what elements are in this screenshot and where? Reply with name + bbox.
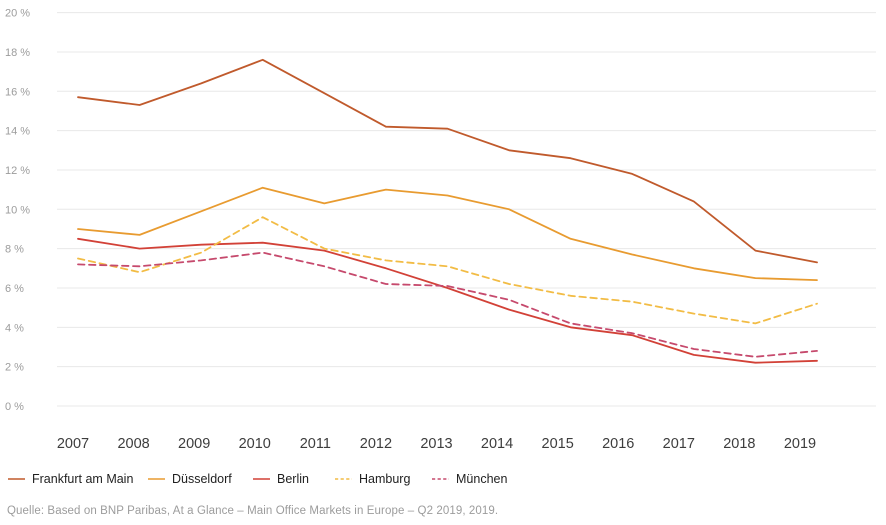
chart-legend: Frankfurt am Main Düsseldorf Berlin Hamburg… [0,471,886,489]
y-tick-label: 10 % [5,204,30,216]
line-series-hamburg [77,216,818,325]
legend-item-dusseldorf: Düsseldorf [148,471,232,487]
x-tick-label: 2011 [300,436,331,452]
line-series-frankfurt-am-main [77,58,818,264]
legend-label: Hamburg [359,472,411,486]
x-tick-label: 2008 [117,436,149,452]
x-tick-label: 2012 [360,436,392,452]
x-tick-label: 2017 [663,436,695,452]
y-axis-labels: 0 % 2 % 4 % 6 % 8 % 10 % 12 % 14 % 16 % 18 % 20 % [5,8,30,413]
gridlines-layer [57,12,876,407]
x-tick-label: 2009 [178,436,210,452]
legend-line-swatch-dusseldorf [148,478,165,480]
y-tick-label: 2 % [5,362,24,374]
y-tick-label: 16 % [5,86,30,98]
legend-line-swatch-hamburg [335,478,352,480]
x-tick-label: 2016 [602,436,634,452]
source-note: Quelle: Based on BNP Paribas, At a Glanc… [7,505,499,517]
legend-label: Berlin [277,472,309,486]
legend-item-hamburg: Hamburg [335,471,410,487]
y-tick-label: 14 % [5,126,30,138]
x-tick-label: 2007 [57,436,89,452]
y-tick-label: 4 % [5,322,24,334]
x-tick-label: 2010 [239,436,271,452]
series-lines-layer [77,58,818,364]
x-tick-label: 2019 [784,436,816,452]
x-tick-label: 2018 [723,436,755,452]
legend-label: München [456,472,508,486]
legend-line-swatch-munchen [432,478,449,480]
y-tick-label: 6 % [5,283,24,295]
legend-line-swatch-berlin [253,478,270,480]
x-axis-labels: 2007 2008 2009 2010 2011 2012 2013 2014 2015 2016… [57,436,816,452]
y-tick-label: 18 % [5,47,30,59]
legend-item-berlin: Berlin [253,471,309,487]
line-series-berlin [77,237,818,364]
line-series-dusseldorf [77,186,818,282]
legend-item-frankfurt-am-main: Frankfurt am Main [8,471,133,487]
line-series-munchen [77,251,818,358]
x-tick-label: 2015 [542,436,574,452]
x-tick-label: 2014 [481,436,513,452]
x-tick-label: 2013 [420,436,452,452]
chart-canvas: 0 %2 %4 %6 %8 %10 %12 %14 %16 %18 %20 % … [5,8,876,452]
legend-label: Frankfurt am Main [32,472,134,486]
legend-line-swatch-frankfurt-am-main [8,478,25,480]
y-tick-label: 12 % [5,165,30,177]
y-tick-label: 8 % [5,244,24,256]
vacancy-rate-line-chart: 0 % 2 % 4 % 6 % 8 % 10 % 12 % 14 % 16 % 18 % 20 % … [5,8,876,452]
legend-label: Düsseldorf [172,472,232,486]
y-tick-label: 20 % [5,8,30,20]
legend-item-munchen: München [432,471,507,487]
y-tick-label: 0 % [5,401,24,413]
